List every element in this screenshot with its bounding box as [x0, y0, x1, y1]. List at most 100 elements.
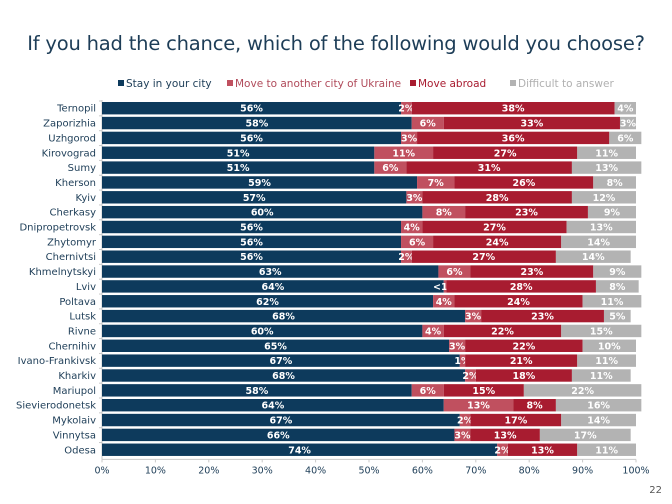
x-tick-label: 40% [305, 465, 326, 476]
data-label-stay-in-your-city-poltava: 62% [256, 297, 279, 308]
category-label-chernihiv: Chernihiv [48, 341, 96, 352]
data-label-move-to-another-city-of-ukraine-zaporizhia: 6% [420, 119, 437, 130]
bar-move-abroad-vinnytsa [470, 428, 540, 442]
data-label-move-abroad-ternopil: 38% [502, 104, 525, 115]
data-label-stay-in-your-city-kherson: 59% [248, 178, 271, 189]
data-label-difficult-to-answer-uzhgorod: 6% [617, 133, 634, 144]
data-label-move-abroad-odesa: 13% [531, 445, 554, 456]
legend-swatch-move-ukraine [227, 80, 233, 86]
data-label-stay-in-your-city-ternopil: 56% [240, 104, 263, 115]
bar-move-abroad-rivne [443, 324, 562, 338]
data-label-stay-in-your-city-chernihiv: 65% [264, 341, 287, 352]
bar-move-to-another-city-of-ukraine-poltava [433, 295, 455, 308]
category-label-ternopil: Ternopil [56, 104, 96, 115]
data-label-difficult-to-answer-kirovograd: 11% [595, 148, 618, 159]
bar-move-abroad-chernihiv [465, 339, 583, 352]
category-label-kirovograd: Kirovograd [42, 148, 96, 159]
data-label-move-abroad-uzhgorod: 36% [502, 133, 525, 144]
x-tick-label: 50% [358, 465, 379, 476]
bar-move-abroad-zaporizhia [443, 116, 620, 130]
bar-stay-in-your-city-odesa [102, 443, 498, 456]
bar-stay-in-your-city-kirovograd [102, 146, 375, 159]
data-label-move-abroad-kyiv: 28% [486, 193, 509, 204]
bar-difficult-to-answer-lutsk [603, 309, 631, 323]
bar-move-to-another-city-of-ukraine-chernihiv [449, 339, 466, 352]
bar-move-to-another-city-of-ukraine-sievierodonetsk [443, 399, 514, 412]
x-tick-label: 80% [519, 465, 540, 476]
data-label-move-to-another-city-of-ukraine-kirovograd: 11% [392, 148, 415, 159]
bar-move-to-another-city-of-ukraine-mykolaiv [459, 413, 471, 427]
data-label-difficult-to-answer-vinnytsa: 17% [574, 430, 597, 441]
data-label-move-abroad-ivano-frankivsk: 21% [510, 356, 533, 367]
category-label-zhytomyr: Zhytomyr [47, 237, 97, 248]
bar-move-abroad-ivano-frankivsk [465, 354, 578, 367]
bar-move-to-another-city-of-ukraine-khmelnytskyi [438, 265, 471, 278]
bar-stay-in-your-city-chernihiv [102, 339, 450, 352]
data-label-stay-in-your-city-lviv: 64% [262, 282, 285, 293]
bar-difficult-to-answer-zaporizhia [619, 116, 636, 130]
data-label-move-abroad-mykolaiv: 17% [504, 416, 527, 427]
category-label-sumy: Sumy [68, 163, 96, 174]
data-label-difficult-to-answer-sievierodonetsk: 16% [587, 401, 610, 412]
x-tick-label: 30% [252, 465, 273, 476]
bar-move-abroad-lviv [446, 280, 596, 293]
data-label-move-abroad-khmelnytskyi: 23% [520, 267, 543, 278]
bar-stay-in-your-city-kyiv [102, 191, 407, 204]
bar-move-to-another-city-of-ukraine-zhytomyr [401, 235, 434, 249]
data-label-move-abroad-lviv: 28% [510, 282, 533, 293]
bar-stay-in-your-city-kharkiv [102, 369, 466, 382]
bar-difficult-to-answer-sievierodonetsk [555, 399, 642, 412]
bar-move-abroad-uzhgorod [417, 131, 610, 145]
bar-stay-in-your-city-lutsk [102, 309, 466, 323]
data-label-move-abroad-vinnytsa: 13% [494, 430, 517, 441]
data-label-stay-in-your-city-vinnytsa: 66% [267, 430, 290, 441]
bar-move-abroad-kyiv [422, 191, 572, 204]
bar-difficult-to-answer-lviv [595, 280, 639, 293]
bar-stay-in-your-city-ivano-frankivsk [102, 354, 460, 367]
category-label-sievierodonetsk: Sievierodonetsk [16, 401, 96, 412]
data-label-difficult-to-answer-mariupol: 22% [571, 386, 594, 397]
bar-move-to-another-city-of-ukraine-chernivtsi [401, 250, 412, 263]
legend-label-move-abroad: Move abroad [418, 78, 487, 90]
bar-move-abroad-cherkasy [465, 205, 588, 219]
data-label-stay-in-your-city-zhytomyr: 56% [240, 237, 263, 248]
category-label-dnipropetrovsk: Dnipropetrovsk [19, 223, 96, 234]
data-label-move-to-another-city-of-ukraine-chernivtsi: 2% [398, 252, 415, 263]
data-label-move-abroad-mariupol: 15% [472, 386, 495, 397]
category-label-kyiv: Kyiv [76, 193, 97, 204]
category-label-chernivtsi: Chernivtsi [46, 252, 96, 263]
data-label-move-to-another-city-of-ukraine-rivne: 4% [425, 326, 442, 337]
data-label-difficult-to-answer-chernivtsi: 14% [582, 252, 605, 263]
category-label-kharkiv: Kharkiv [58, 371, 96, 382]
bar-difficult-to-answer-kherson [593, 176, 636, 189]
category-label-uzhgorod: Uzhgorod [48, 133, 96, 144]
data-label-move-abroad-sumy: 31% [478, 163, 501, 174]
bar-stay-in-your-city-chernivtsi [102, 250, 402, 263]
bar-move-abroad-lutsk [481, 309, 604, 323]
data-label-difficult-to-answer-kyiv: 12% [593, 193, 616, 204]
bar-move-to-another-city-of-ukraine-kherson [417, 176, 455, 189]
data-label-move-to-another-city-of-ukraine-ivano-frankivsk: 1% [454, 356, 471, 367]
bar-difficult-to-answer-vinnytsa [539, 428, 631, 442]
data-label-stay-in-your-city-ivano-frankivsk: 67% [270, 356, 293, 367]
bar-move-to-another-city-of-ukraine-lutsk [465, 309, 482, 323]
data-label-move-abroad-dnipropetrovsk: 27% [483, 223, 506, 234]
data-label-difficult-to-answer-chernihiv: 10% [598, 341, 621, 352]
category-label-mykolaiv: Mykolaiv [52, 416, 96, 427]
x-tick-label: 70% [465, 465, 486, 476]
data-label-move-abroad-zaporizhia: 33% [520, 119, 543, 130]
bar-stay-in-your-city-sievierodonetsk [102, 399, 444, 412]
data-label-move-to-another-city-of-ukraine-dnipropetrovsk: 4% [404, 223, 421, 234]
data-label-difficult-to-answer-odesa: 11% [595, 445, 618, 456]
bar-stay-in-your-city-uzhgorod [102, 131, 402, 145]
bar-move-to-another-city-of-ukraine-kharkiv [465, 369, 476, 382]
bar-move-to-another-city-of-ukraine-dnipropetrovsk [401, 220, 423, 234]
x-tick-label: 0% [94, 465, 109, 476]
bar-stay-in-your-city-rivne [102, 324, 423, 338]
bar-move-to-another-city-of-ukraine-ternopil [401, 102, 412, 115]
data-label-move-abroad-rivne: 22% [491, 326, 514, 337]
data-label-move-to-another-city-of-ukraine-lviv: <1% [433, 282, 458, 293]
bar-stay-in-your-city-zhytomyr [102, 235, 402, 249]
data-label-move-abroad-cherkasy: 23% [515, 208, 538, 219]
data-label-stay-in-your-city-dnipropetrovsk: 56% [240, 223, 263, 234]
